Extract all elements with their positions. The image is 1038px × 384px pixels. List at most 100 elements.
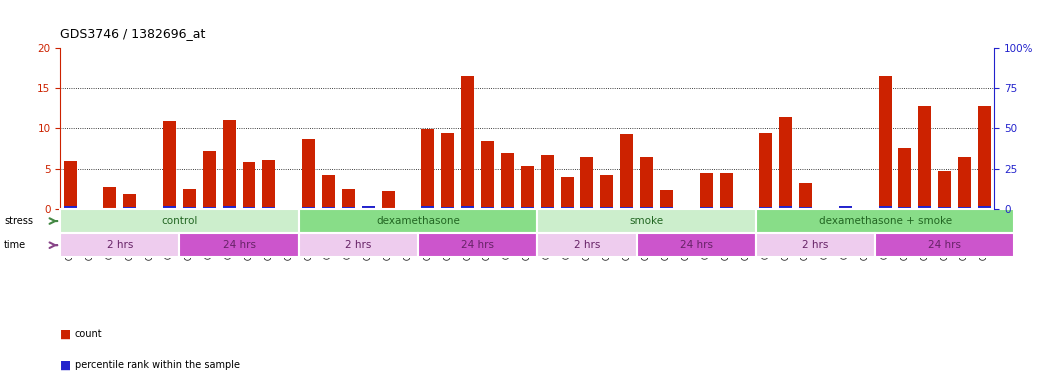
Bar — [299, 233, 418, 257]
Text: dexamethasone + smoke: dexamethasone + smoke — [819, 216, 952, 226]
Text: percentile rank within the sample: percentile rank within the sample — [75, 360, 240, 370]
Bar — [302, 207, 316, 209]
Text: count: count — [75, 329, 103, 339]
Bar — [263, 207, 275, 209]
Bar — [461, 76, 474, 209]
Bar — [382, 208, 394, 209]
Bar — [299, 209, 538, 233]
Bar — [680, 208, 692, 209]
Bar — [538, 233, 636, 257]
Bar — [739, 208, 753, 209]
Text: stress: stress — [4, 216, 33, 226]
Bar — [163, 206, 176, 209]
Text: 24 hrs: 24 hrs — [928, 240, 961, 250]
Bar — [660, 207, 673, 209]
Bar — [878, 206, 892, 209]
Bar — [600, 175, 613, 209]
Bar — [521, 166, 534, 209]
Bar — [223, 121, 236, 209]
Bar — [402, 208, 414, 209]
Bar — [978, 206, 991, 209]
Bar — [700, 173, 713, 209]
Bar — [756, 209, 1014, 233]
Bar — [938, 207, 951, 209]
Bar — [481, 207, 494, 209]
Bar — [858, 208, 872, 209]
Bar — [263, 160, 275, 209]
Bar — [919, 106, 931, 209]
Bar — [621, 134, 633, 209]
Bar — [978, 106, 991, 209]
Bar — [958, 207, 972, 209]
Bar — [202, 151, 216, 209]
Bar — [541, 207, 553, 209]
Bar — [302, 139, 316, 209]
Bar — [719, 207, 733, 209]
Bar — [183, 207, 196, 209]
Text: 2 hrs: 2 hrs — [107, 240, 133, 250]
Text: control: control — [161, 216, 197, 226]
Bar — [600, 207, 613, 209]
Bar — [839, 208, 852, 209]
Bar — [441, 133, 455, 209]
Bar — [163, 121, 176, 209]
Bar — [124, 207, 136, 209]
Bar — [541, 155, 553, 209]
Bar — [858, 208, 872, 209]
Bar — [322, 207, 335, 209]
Bar — [636, 233, 756, 257]
Bar — [875, 233, 1014, 257]
Text: 2 hrs: 2 hrs — [574, 240, 600, 250]
Bar — [202, 207, 216, 209]
Text: 24 hrs: 24 hrs — [222, 240, 255, 250]
Bar — [561, 207, 574, 209]
Bar — [580, 207, 594, 209]
Bar — [621, 207, 633, 209]
Bar — [501, 207, 514, 209]
Bar — [958, 157, 972, 209]
Bar — [799, 183, 812, 209]
Bar — [223, 206, 236, 209]
Bar — [819, 208, 831, 209]
Bar — [521, 207, 534, 209]
Bar — [680, 208, 692, 209]
Bar — [878, 76, 892, 209]
Bar — [580, 157, 594, 209]
Bar — [938, 171, 951, 209]
Text: ■: ■ — [60, 358, 72, 371]
Text: time: time — [4, 240, 26, 250]
Bar — [282, 208, 295, 209]
Bar — [899, 207, 911, 209]
Bar — [919, 206, 931, 209]
Text: dexamethasone: dexamethasone — [376, 216, 460, 226]
Bar — [780, 206, 792, 209]
Bar — [899, 148, 911, 209]
Bar — [362, 208, 375, 209]
Text: 24 hrs: 24 hrs — [680, 240, 713, 250]
Bar — [243, 207, 255, 209]
Bar — [63, 162, 77, 209]
Bar — [441, 207, 455, 209]
Bar — [461, 206, 474, 209]
Text: 24 hrs: 24 hrs — [461, 240, 494, 250]
Bar — [799, 207, 812, 209]
Bar — [819, 208, 831, 209]
Bar — [104, 208, 116, 209]
Bar — [640, 207, 653, 209]
Bar — [418, 233, 538, 257]
Bar — [756, 233, 875, 257]
Bar — [538, 209, 756, 233]
Bar — [180, 233, 299, 257]
Bar — [83, 208, 97, 209]
Bar — [421, 206, 434, 209]
Bar — [83, 208, 97, 209]
Bar — [243, 162, 255, 209]
Bar — [481, 141, 494, 209]
Bar — [561, 177, 574, 209]
Bar — [780, 117, 792, 209]
Bar — [362, 206, 375, 209]
Bar — [63, 206, 77, 209]
Bar — [60, 209, 299, 233]
Bar — [640, 157, 653, 209]
Bar — [760, 207, 772, 209]
